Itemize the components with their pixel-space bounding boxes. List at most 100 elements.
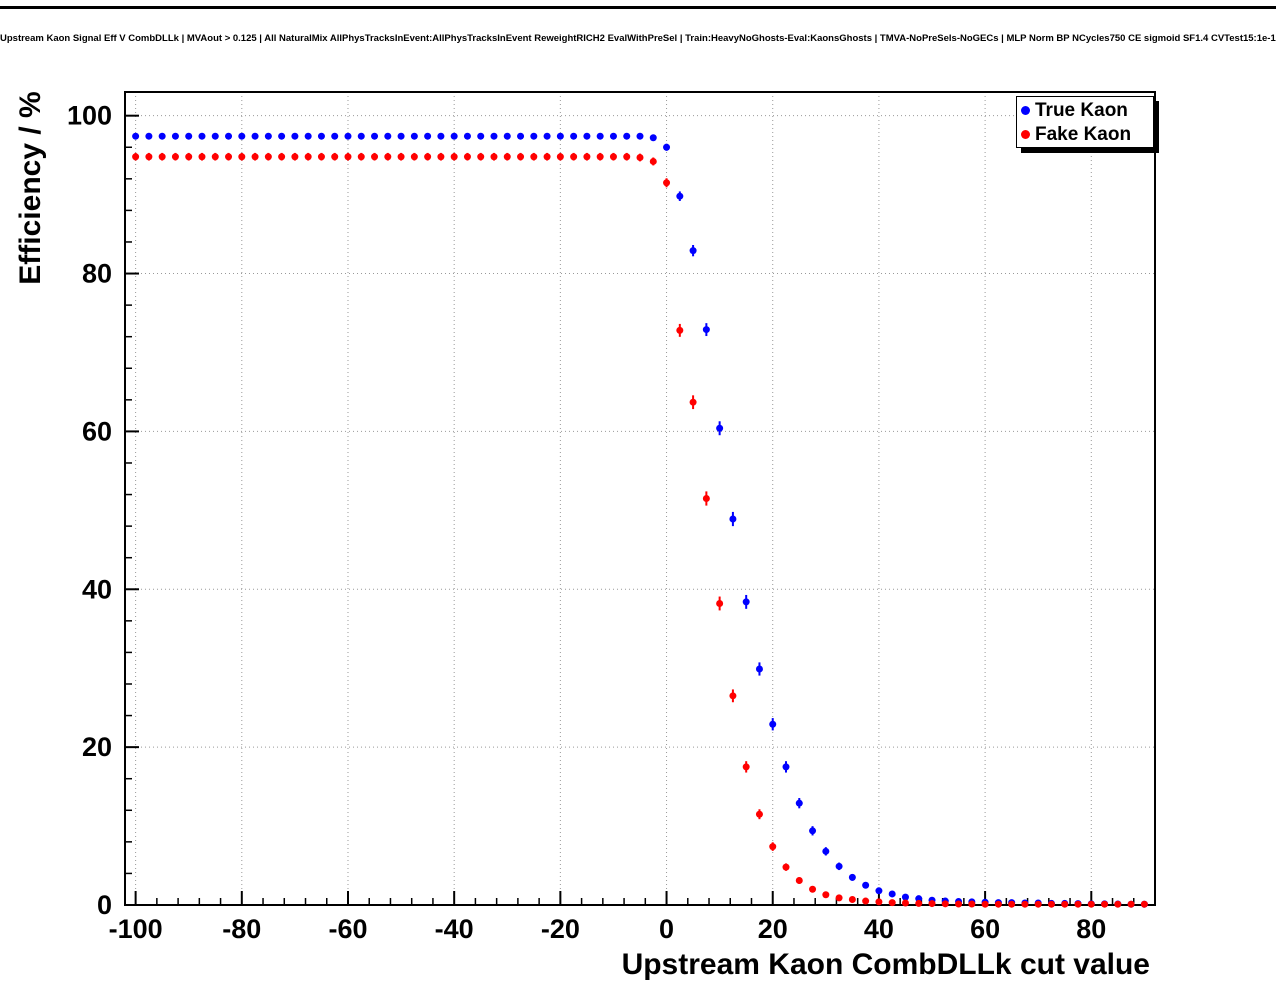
x-tick-label: -20: [541, 914, 580, 944]
data-point-fake-kaon: [1101, 900, 1109, 908]
data-point-fake-kaon: [994, 900, 1002, 908]
data-point-fake-kaon: [928, 900, 936, 908]
data-point-true-kaon: [609, 132, 617, 140]
data-point-fake-kaon: [782, 863, 790, 871]
data-point-true-kaon: [450, 132, 458, 140]
data-point-fake-kaon: [543, 153, 551, 161]
data-point-true-kaon: [304, 132, 312, 140]
x-tick-label: 40: [864, 914, 894, 944]
data-point-fake-kaon: [517, 153, 525, 161]
data-point-true-kaon: [596, 132, 604, 140]
chart-title: Upstream Kaon Signal Eff V CombDLLk | MV…: [0, 33, 1276, 44]
x-tick-label: -100: [109, 914, 163, 944]
data-point-true-kaon: [822, 847, 830, 855]
data-point-fake-kaon: [238, 153, 246, 161]
data-point-fake-kaon: [915, 899, 923, 907]
data-point-true-kaon: [503, 132, 511, 140]
data-point-true-kaon: [556, 132, 564, 140]
data-point-fake-kaon: [968, 900, 976, 908]
data-point-true-kaon: [357, 132, 365, 140]
data-point-fake-kaon: [490, 153, 498, 161]
data-point-fake-kaon: [609, 153, 617, 161]
data-point-true-kaon: [517, 132, 525, 140]
data-point-fake-kaon: [158, 153, 166, 161]
data-point-fake-kaon: [822, 891, 830, 899]
data-point-fake-kaon: [371, 153, 379, 161]
legend-label-fake-kaon: Fake Kaon: [1035, 123, 1132, 145]
data-point-true-kaon: [835, 862, 843, 870]
tick-layer: [125, 114, 1156, 906]
data-point-fake-kaon: [1114, 900, 1122, 908]
data-point-true-kaon: [437, 132, 445, 140]
fake-kaon-marker-icon: [1021, 129, 1030, 139]
data-point-true-kaon: [742, 598, 750, 606]
data-point-fake-kaon: [225, 153, 233, 161]
data-point-fake-kaon: [450, 153, 458, 161]
data-point-true-kaon: [729, 515, 737, 523]
data-point-true-kaon: [424, 132, 432, 140]
true-kaon-marker-icon: [1021, 105, 1030, 115]
x-tick-label: 60: [970, 914, 1000, 944]
data-point-true-kaon: [689, 247, 697, 255]
data-point-fake-kaon: [981, 900, 989, 908]
y-axis-title: Efficiency / %: [14, 91, 47, 284]
data-point-true-kaon: [185, 132, 193, 140]
data-point-fake-kaon: [862, 897, 870, 905]
data-point-fake-kaon: [888, 899, 896, 907]
data-point-fake-kaon: [848, 895, 856, 903]
data-point-fake-kaon: [875, 898, 883, 906]
data-point-fake-kaon: [1008, 900, 1016, 908]
data-point-true-kaon: [238, 132, 246, 140]
y-tick-label: 60: [82, 416, 112, 446]
data-point-fake-kaon: [742, 763, 750, 771]
data-point-fake-kaon: [955, 900, 963, 908]
data-point-fake-kaon: [264, 153, 272, 161]
data-point-true-kaon: [384, 132, 392, 140]
data-point-fake-kaon: [1074, 900, 1082, 908]
data-point-fake-kaon: [198, 153, 206, 161]
data-point-fake-kaon: [477, 153, 485, 161]
data-point-fake-kaon: [1021, 900, 1029, 908]
data-point-fake-kaon: [317, 153, 325, 161]
data-point-fake-kaon: [1127, 900, 1135, 908]
data-point-true-kaon: [410, 132, 418, 140]
data-point-true-kaon: [636, 132, 644, 140]
y-tick-label: 0: [97, 890, 112, 920]
data-point-true-kaon: [769, 720, 777, 728]
data-point-fake-kaon: [331, 153, 339, 161]
data-point-fake-kaon: [729, 692, 737, 700]
data-point-true-kaon: [848, 873, 856, 881]
data-point-fake-kaon: [463, 153, 471, 161]
data-point-true-kaon: [795, 799, 803, 807]
data-point-fake-kaon: [503, 153, 511, 161]
data-point-true-kaon: [331, 132, 339, 140]
plot-frame: [124, 91, 1156, 906]
data-point-fake-kaon: [755, 810, 763, 818]
data-point-fake-kaon: [556, 153, 564, 161]
data-point-fake-kaon: [410, 153, 418, 161]
data-point-fake-kaon: [211, 153, 219, 161]
legend-entry-true-kaon: True Kaon: [1017, 98, 1153, 122]
data-point-true-kaon: [291, 132, 299, 140]
data-point-true-kaon: [862, 881, 870, 889]
data-point-true-kaon: [543, 132, 551, 140]
data-point-true-kaon: [663, 143, 671, 151]
data-point-fake-kaon: [1034, 900, 1042, 908]
data-point-fake-kaon: [304, 153, 312, 161]
data-point-fake-kaon: [795, 877, 803, 885]
data-point-fake-kaon: [596, 153, 604, 161]
data-point-fake-kaon: [384, 153, 392, 161]
data-point-fake-kaon: [278, 153, 286, 161]
data-point-true-kaon: [317, 132, 325, 140]
data-point-fake-kaon: [769, 843, 777, 851]
grid-layer: [125, 92, 1155, 905]
data-point-true-kaon: [901, 893, 909, 901]
x-tick-label: -60: [328, 914, 367, 944]
data-point-true-kaon: [649, 134, 657, 142]
x-tick-label: -40: [435, 914, 474, 944]
data-point-fake-kaon: [623, 153, 631, 161]
x-tick-label: 0: [659, 914, 674, 944]
data-point-true-kaon: [490, 132, 498, 140]
data-point-true-kaon: [225, 132, 233, 140]
